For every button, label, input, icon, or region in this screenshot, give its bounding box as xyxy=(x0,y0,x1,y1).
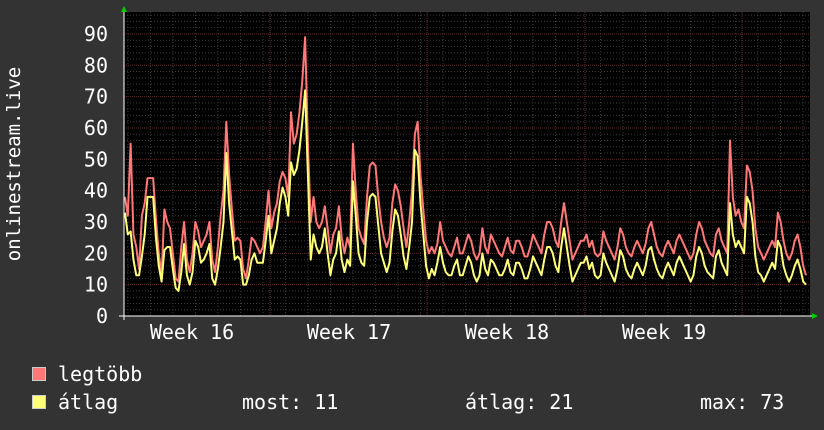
y-tick-labels: 0 10 20 30 40 50 60 70 80 90 xyxy=(84,22,108,328)
stat-most: most: 11 xyxy=(242,390,339,414)
y-tick-label: 50 xyxy=(84,147,108,171)
atlag-swatch xyxy=(32,395,46,409)
grid xyxy=(124,12,810,316)
y-tick-label: 20 xyxy=(84,241,108,265)
stat-atlag: átlag: 21 xyxy=(465,390,574,414)
y-tick-label: 60 xyxy=(84,116,108,140)
legtobb-label: legtöbb xyxy=(58,362,143,386)
y-axis-label: onlinestream.live xyxy=(3,67,25,261)
stat-max: max: 73 xyxy=(700,390,785,414)
x-tick-label: Week 19 xyxy=(622,320,706,344)
axes xyxy=(119,6,818,320)
legtobb-swatch xyxy=(32,367,46,381)
series-line-legtobb xyxy=(124,36,807,283)
x-axis-arrow xyxy=(812,313,818,319)
atlag-label: átlag xyxy=(58,390,119,414)
x-tick-label: Week 18 xyxy=(465,320,549,344)
series-layer xyxy=(124,36,807,292)
legend-row-atlag: átlag most: 11 átlag: 21 max: 73 xyxy=(0,389,824,415)
y-axis-arrow xyxy=(121,6,127,12)
y-tick-label: 10 xyxy=(84,273,108,297)
y-tick-label: 70 xyxy=(84,85,108,109)
legend-row-legtobb: legtöbb xyxy=(0,361,824,387)
y-tick-label: 0 xyxy=(96,304,108,328)
y-tick-label: 30 xyxy=(84,210,108,234)
y-tick-label: 90 xyxy=(84,22,108,46)
y-tick-label: 80 xyxy=(84,53,108,77)
x-tick-label: Week 16 xyxy=(150,320,234,344)
x-tick-label: Week 17 xyxy=(307,320,391,344)
y-tick-label: 40 xyxy=(84,179,108,203)
x-tick-labels: Week 16 Week 17 Week 18 Week 19 xyxy=(150,320,706,344)
series-line-atlag xyxy=(124,89,807,292)
